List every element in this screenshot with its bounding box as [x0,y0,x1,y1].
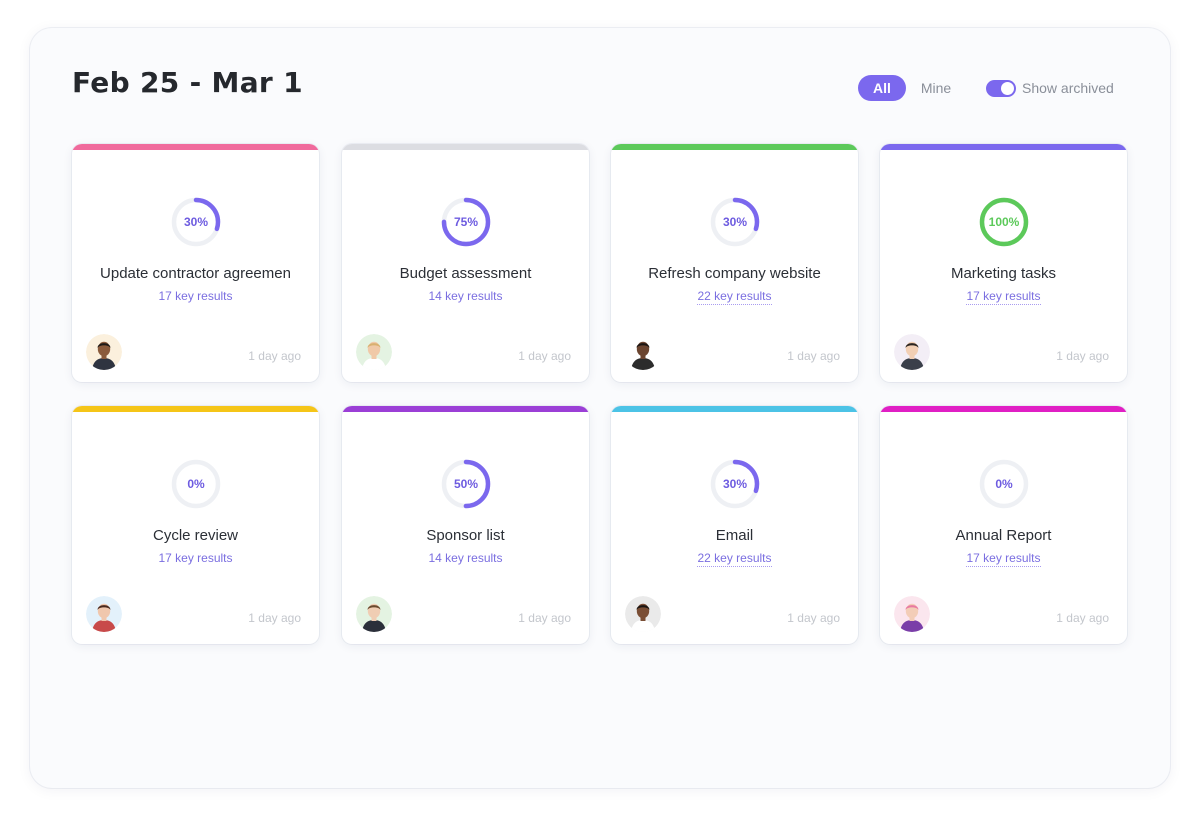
key-results-link[interactable]: 17 key results [158,551,233,565]
progress-ring: 30% [709,196,761,248]
progress-ring-arc [710,197,760,247]
owner-avatar[interactable] [356,596,392,632]
progress-ring: 75% [440,196,492,248]
progress-percent: 0% [995,477,1013,491]
progress-ring-arc [979,197,1029,247]
goal-card[interactable]: 100% Marketing tasks 17 key results 1 day a… [880,144,1127,382]
updated-time: 1 day ago [248,349,301,363]
progress-ring: 50% [440,458,492,510]
page-title: Feb 25 - Mar 1 [72,66,303,99]
goal-title: Marketing tasks [950,265,1057,282]
updated-time: 1 day ago [518,349,571,363]
show-archived-label: Show archived [1022,80,1114,96]
progress-ring: 30% [170,196,222,248]
goal-title: Email [715,527,754,544]
goal-card[interactable]: 75% Budget assessment 14 key results 1 day … [342,144,589,382]
progress-percent: 30% [183,215,209,229]
goal-title: Budget assessment [399,265,532,282]
goal-card[interactable]: 30% Refresh company website 22 key results… [611,144,858,382]
progress-ring: 0% [978,458,1030,510]
goal-grid: 30% Update contractor agreemen 17 key resu… [72,144,1128,646]
progress-ring-arc [710,459,760,509]
goal-card[interactable]: 0% Annual Report 17 key results 1 day ago [880,406,1127,644]
progress-ring: 0% [170,458,222,510]
progress-percent: 30% [722,477,748,491]
goal-card[interactable]: 30% Email 22 key results 1 day ago [611,406,858,644]
key-results-link[interactable]: 17 key results [966,551,1041,567]
progress-percent: 30% [722,215,748,229]
filter-mine-button[interactable]: Mine [914,75,958,101]
progress-ring-arc [171,197,221,247]
card-color-bar [72,144,319,150]
card-color-bar [611,144,858,150]
goal-card[interactable]: 0% Cycle review 17 key results 1 day ago [72,406,319,644]
key-results-link[interactable]: 17 key results [158,289,233,303]
card-color-bar [72,406,319,412]
updated-time: 1 day ago [787,349,840,363]
card-color-bar [880,406,1127,412]
owner-avatar[interactable] [86,596,122,632]
updated-time: 1 day ago [1056,611,1109,625]
progress-percent: 50% [453,477,479,491]
updated-time: 1 day ago [787,611,840,625]
owner-avatar[interactable] [625,334,661,370]
owner-avatar[interactable] [894,334,930,370]
progress-ring-arc [441,459,491,509]
key-results-link[interactable]: 17 key results [966,289,1041,305]
updated-time: 1 day ago [248,611,301,625]
updated-time: 1 day ago [1056,349,1109,363]
owner-avatar[interactable] [625,596,661,632]
key-results-link[interactable]: 22 key results [697,289,772,305]
goal-title: Cycle review [152,527,239,544]
progress-ring-arc [441,197,491,247]
show-archived-toggle[interactable] [986,80,1016,97]
progress-percent: 100% [988,215,1020,229]
owner-avatar[interactable] [356,334,392,370]
owner-avatar[interactable] [894,596,930,632]
toggle-knob [1001,82,1014,95]
key-results-link[interactable]: 22 key results [697,551,772,567]
goal-card[interactable]: 50% Sponsor list 14 key results 1 day ago [342,406,589,644]
card-color-bar [342,144,589,150]
key-results-link[interactable]: 14 key results [428,551,503,565]
goal-card[interactable]: 30% Update contractor agreemen 17 key resu… [72,144,319,382]
goal-title: Update contractor agreemen [100,265,291,282]
filter-all-button[interactable]: All [858,75,906,101]
progress-ring-track [979,459,1029,509]
progress-percent: 0% [187,477,205,491]
card-color-bar [342,406,589,412]
card-color-bar [880,144,1127,150]
progress-ring-track [171,459,221,509]
progress-ring: 100% [978,196,1030,248]
progress-percent: 75% [453,215,479,229]
updated-time: 1 day ago [518,611,571,625]
owner-avatar[interactable] [86,334,122,370]
card-color-bar [611,406,858,412]
goal-title: Refresh company website [648,265,821,282]
key-results-link[interactable]: 14 key results [428,289,503,303]
progress-ring: 30% [709,458,761,510]
goal-title: Annual Report [955,527,1052,544]
goal-title: Sponsor list [426,527,505,544]
